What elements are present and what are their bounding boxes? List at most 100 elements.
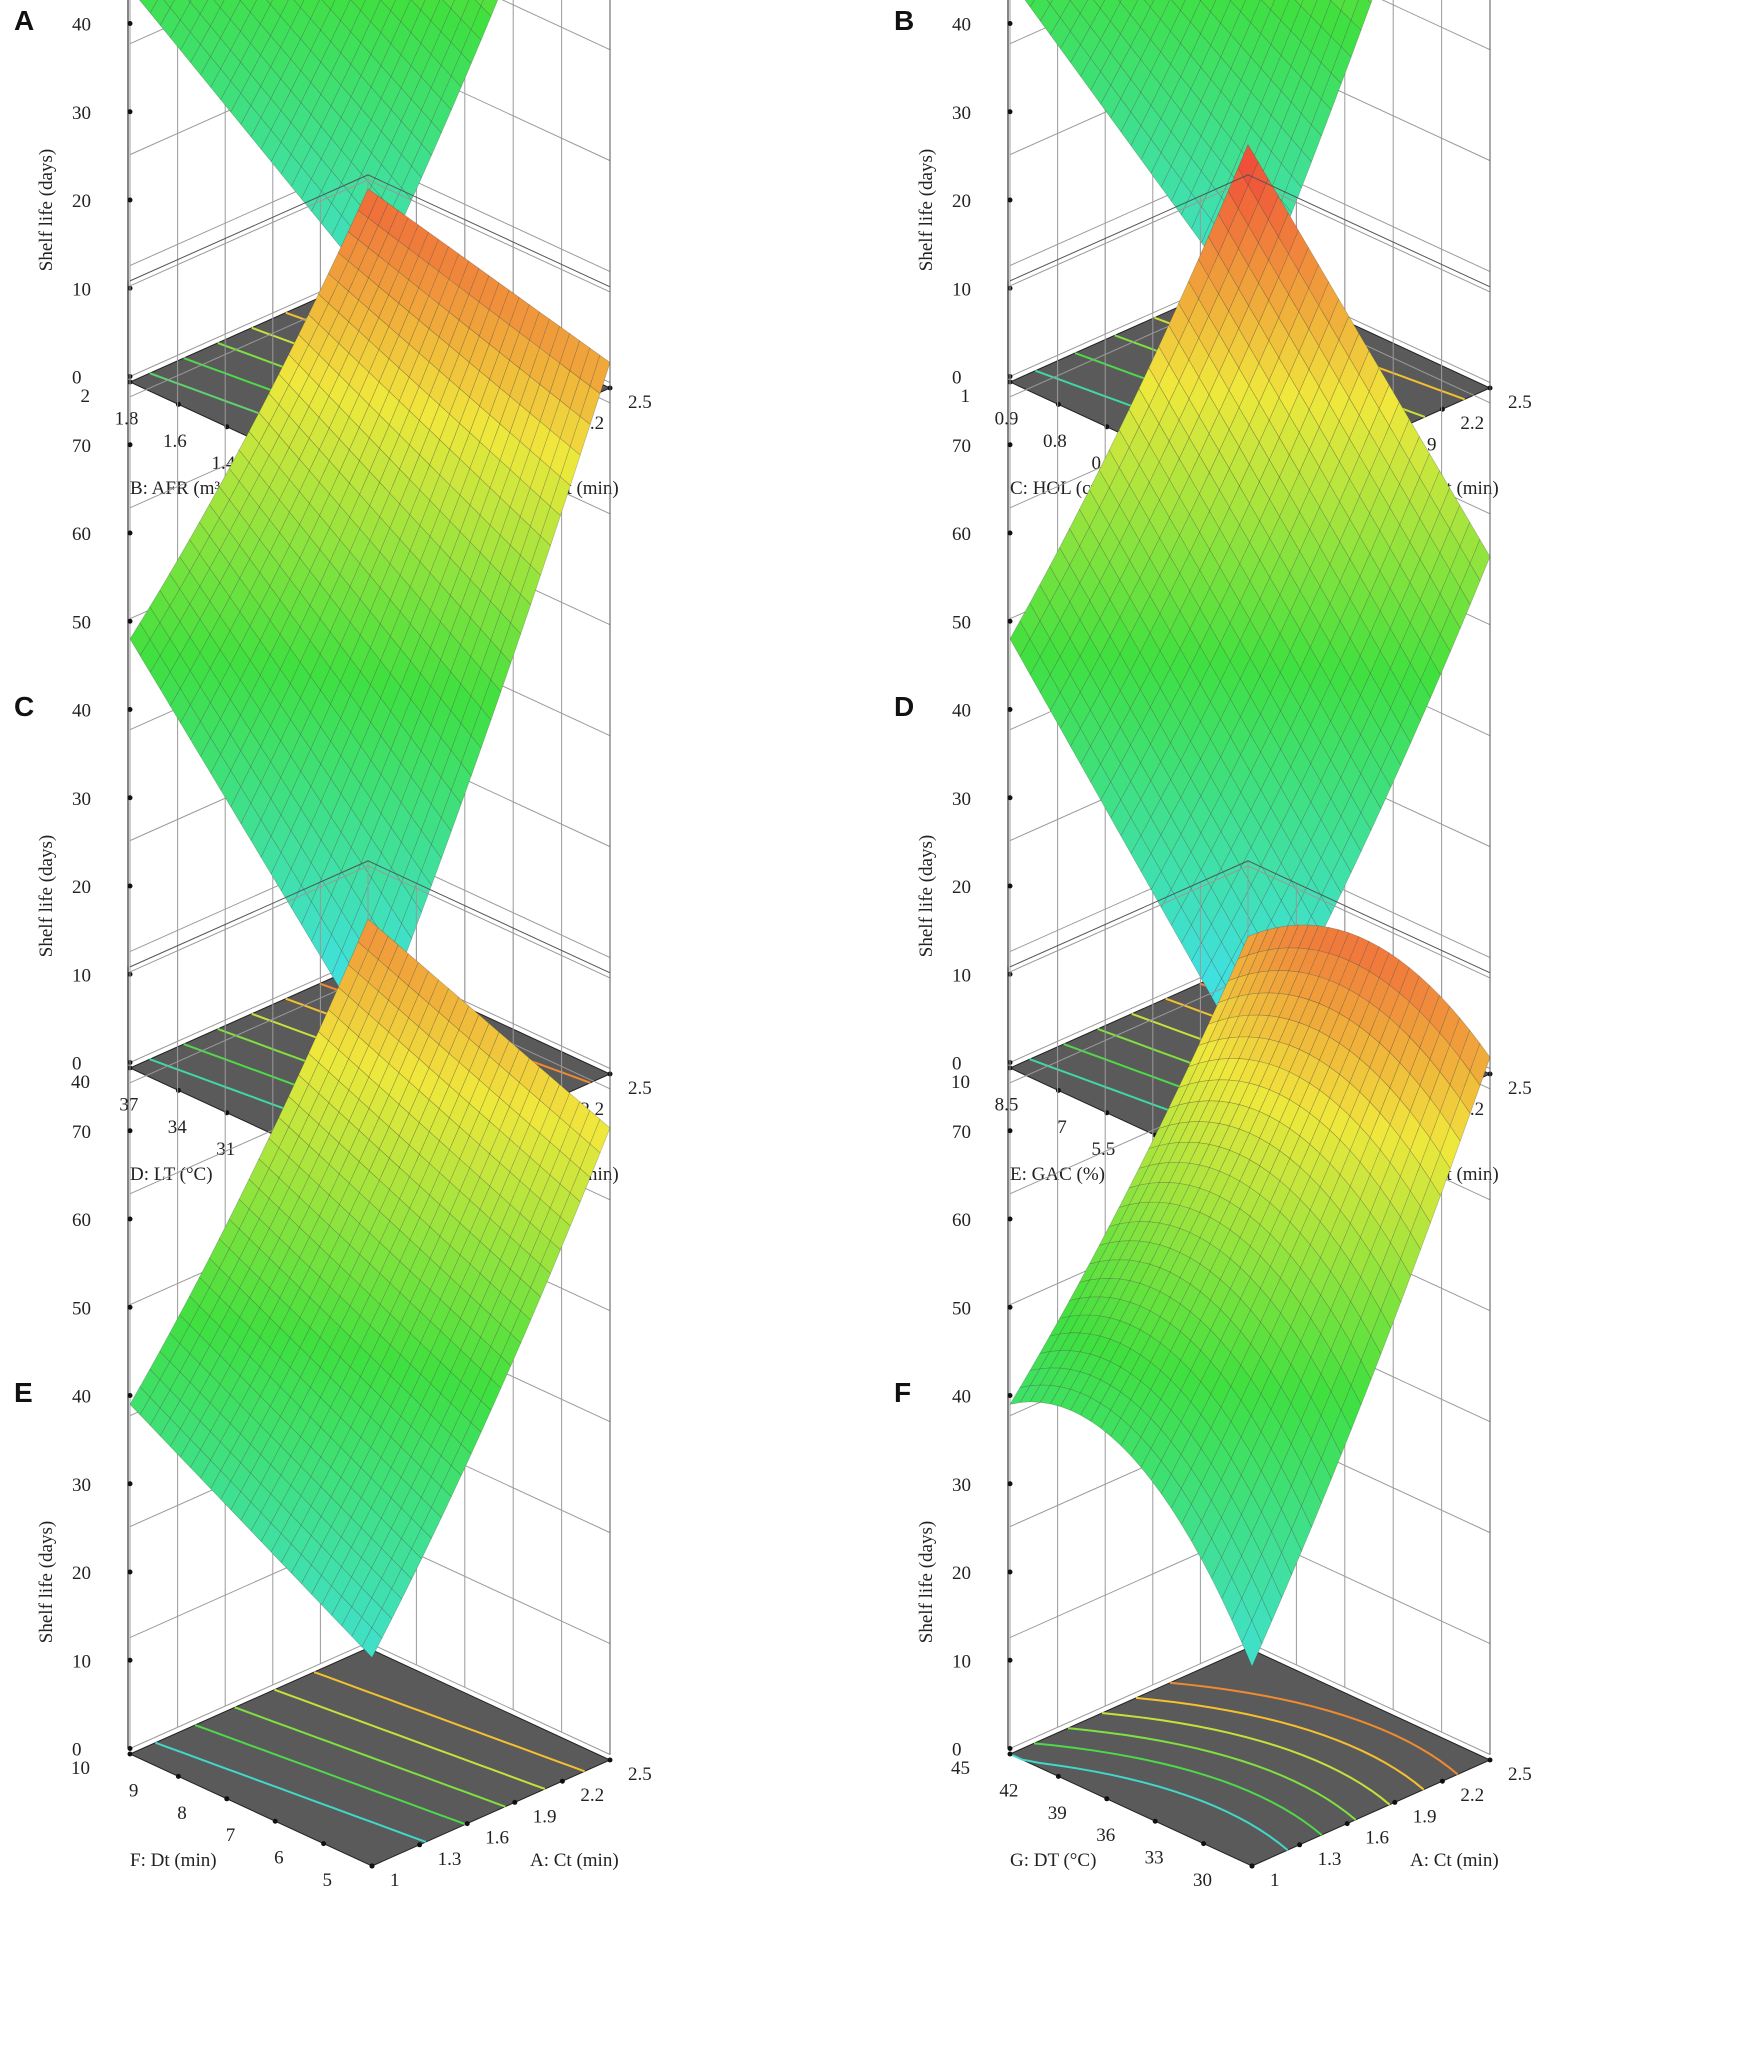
surface-cell [1219, 1149, 1240, 1177]
surface-cell [418, 970, 439, 1004]
surface-cell [388, 1040, 410, 1074]
surface-cell [268, 373, 290, 406]
y-tick-label: 0.9 [995, 408, 1019, 429]
surface-cell [520, 1287, 541, 1321]
surface-cell [380, 787, 402, 829]
surface-cell [429, 1203, 451, 1237]
surface-cell [399, 444, 420, 481]
surface-cell [268, 1207, 290, 1239]
surface-cell [1278, 253, 1299, 296]
surface-cell [371, 1607, 393, 1639]
surface-cell [1429, 511, 1451, 554]
surface-cell [329, 644, 351, 683]
surface-cell [1240, 1414, 1262, 1455]
surface-cell [489, 1162, 511, 1196]
surface-cell [310, 878, 332, 919]
surface-cell [400, 1363, 421, 1396]
surface-cell [149, 622, 171, 657]
surface-cell [220, 769, 242, 808]
surface-cell [1281, 1528, 1302, 1576]
surface-cell [350, 745, 372, 786]
surface-cell [1231, 1597, 1253, 1644]
surface-cell [249, 674, 271, 712]
surface-cell [1239, 1215, 1261, 1247]
surface-cell [378, 263, 399, 296]
surface-cell [1290, 5, 1312, 42]
surface-cell [400, 660, 421, 700]
surface-cell [230, 1433, 251, 1464]
surface-cell [1359, 472, 1380, 515]
surface-cell [1359, 1033, 1380, 1069]
surface-cell [1319, 603, 1341, 644]
surface-cell [1168, 458, 1190, 498]
surface-cell [359, 1294, 381, 1327]
z-axis-label: Shelf life (days) [916, 1521, 937, 1643]
surface-cell [409, 1217, 431, 1250]
z-tick-mark [1007, 1393, 1013, 1398]
surface-cell [1240, 846, 1262, 886]
surface-cell [1429, 633, 1451, 676]
surface-cell [369, 623, 391, 662]
surface-cell [1130, 798, 1152, 837]
surface-cell [1208, 1058, 1230, 1081]
response-surface [129, 918, 611, 1659]
surface-cell [450, 0, 470, 20]
surface-cell [1300, 51, 1322, 89]
z-tick-label: 30 [952, 103, 971, 124]
surface-cell [298, 314, 319, 346]
surface-cell [290, 70, 312, 104]
z-tick-mark [1007, 883, 1013, 889]
z-tick-label: 40 [952, 15, 971, 36]
surface-cell [1229, 1267, 1251, 1300]
y-tick-label: 6 [274, 1848, 284, 1869]
z-tick-label: 40 [72, 15, 91, 36]
surface-cell [474, 0, 484, 7]
surface-cell [300, 1416, 321, 1448]
surface-cell [579, 385, 601, 426]
surface-cell [1449, 1017, 1471, 1059]
surface-cell [220, 734, 241, 772]
surface-cell [449, 1190, 471, 1224]
z-tick-label: 60 [72, 524, 91, 545]
surface-cell [1299, 607, 1321, 648]
surface-cell [341, 1576, 362, 1608]
surface-cell [1200, 113, 1222, 150]
surface-cell [1139, 519, 1160, 559]
z-tick-mark [127, 1216, 133, 1222]
surface-cell [330, 1536, 352, 1568]
y-tick-label: 7 [1057, 1117, 1067, 1138]
surface-cell [350, 0, 366, 12]
surface-cell [1269, 671, 1291, 712]
surface-cell [1089, 1335, 1111, 1358]
surface-cell [1260, 731, 1281, 771]
surface-cell [389, 1323, 411, 1356]
y-tick-mark [1249, 1863, 1255, 1869]
surface-cell [1260, 844, 1282, 884]
z-tick-label: 30 [72, 1475, 91, 1496]
z-tick-label: 10 [72, 1651, 91, 1672]
surface-cell [1240, 0, 1261, 24]
surface-cell [1308, 1030, 1330, 1061]
surface-cell [310, 61, 332, 95]
surface-cell [359, 575, 381, 613]
surface-cell [1080, 1397, 1101, 1422]
z-tick-label: 30 [952, 789, 971, 810]
contour-line [1169, 1681, 1459, 1776]
surface-cell [1210, 1372, 1232, 1408]
surface-cell [230, 786, 252, 825]
surface-cell [389, 1229, 411, 1263]
z-axis-label: Shelf life (days) [36, 1521, 57, 1643]
surface-cell [378, 999, 399, 1033]
surface-cell [328, 1173, 350, 1206]
surface-cell [310, 1545, 332, 1576]
x-tick-mark [1439, 1778, 1445, 1784]
y-tick-label: 1.6 [163, 431, 187, 452]
surface-cell [293, 0, 305, 8]
surface-cell [1270, 19, 1292, 56]
surface-cell [1320, 836, 1342, 877]
surface-cell [370, 1426, 392, 1459]
z-tick-label: 60 [952, 524, 971, 545]
surface-cell [360, 86, 382, 121]
y-tick-mark [175, 401, 181, 407]
